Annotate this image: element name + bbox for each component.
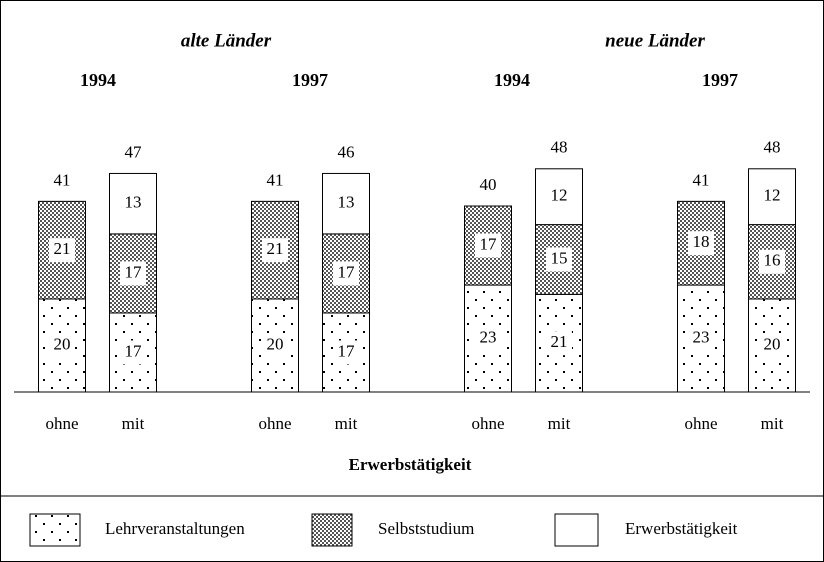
value-label-bg <box>120 191 146 216</box>
value-label: 23 <box>693 327 710 346</box>
value-label-bg <box>262 333 288 358</box>
value-label: 17 <box>338 341 356 360</box>
value-label: 12 <box>551 186 568 205</box>
value-label-bg <box>333 340 359 365</box>
group-title: neue Länder <box>605 30 705 51</box>
value-label: 15 <box>551 248 568 267</box>
value-label: 13 <box>338 193 355 212</box>
total-label: 46 <box>338 142 355 161</box>
total-label: 41 <box>54 170 71 189</box>
value-label: 13 <box>125 193 142 212</box>
total-label: 47 <box>125 142 143 161</box>
value-label: 12 <box>764 186 781 205</box>
value-label: 23 <box>480 327 497 346</box>
year-label: 1994 <box>80 70 116 90</box>
value-label-bg <box>546 331 572 356</box>
x-tick-label: mit <box>335 414 358 433</box>
value-label: 20 <box>764 334 781 353</box>
value-label: 17 <box>125 341 143 360</box>
value-label: 17 <box>338 262 356 281</box>
value-label: 21 <box>551 332 568 351</box>
x-tick-label: ohne <box>471 414 504 433</box>
legend-label: Selbststudium <box>378 519 474 538</box>
x-tick-label: mit <box>761 414 784 433</box>
legend-swatch <box>29 513 81 547</box>
value-label-bg <box>546 184 572 209</box>
value-label: 20 <box>54 334 71 353</box>
legend-label: Erwerbstätigkeit <box>625 519 738 538</box>
value-label: 18 <box>693 232 710 251</box>
total-label: 41 <box>693 170 710 189</box>
year-label: 1997 <box>292 70 328 90</box>
x-tick-label: mit <box>548 414 571 433</box>
legend-label: Lehrveranstaltungen <box>105 519 245 538</box>
x-tick-label: ohne <box>684 414 717 433</box>
value-label-bg <box>688 231 714 256</box>
value-label: 16 <box>764 251 781 270</box>
legend-swatch <box>311 513 353 547</box>
group-title: alte Länder <box>181 30 272 51</box>
value-label-bg <box>759 333 785 358</box>
x-tick-label: mit <box>122 414 145 433</box>
value-label-bg <box>759 249 785 274</box>
value-label-bg <box>475 233 501 258</box>
total-label: 40 <box>480 175 497 194</box>
value-label: 17 <box>480 234 498 253</box>
value-label-bg <box>333 261 359 286</box>
x-axis-label: Erwerbstätigkeit <box>349 455 472 474</box>
value-label: 21 <box>54 239 71 258</box>
total-label: 48 <box>551 138 568 157</box>
legend-swatch <box>554 513 599 547</box>
value-label-bg <box>49 238 75 263</box>
value-label: 17 <box>125 262 143 281</box>
value-label-bg <box>120 261 146 286</box>
total-label: 41 <box>267 170 284 189</box>
value-label: 21 <box>267 239 284 258</box>
total-label: 48 <box>764 138 781 157</box>
value-label-bg <box>546 247 572 272</box>
x-tick-label: ohne <box>45 414 78 433</box>
x-tick-label: ohne <box>258 414 291 433</box>
value-label-bg <box>688 326 714 351</box>
value-label-bg <box>49 333 75 358</box>
value-label-bg <box>262 238 288 263</box>
value-label-bg <box>120 340 146 365</box>
value-label-bg <box>759 184 785 209</box>
year-label: 1994 <box>494 70 530 90</box>
year-label: 1997 <box>702 70 738 90</box>
value-label-bg <box>333 191 359 216</box>
value-label: 20 <box>267 334 284 353</box>
value-label-bg <box>475 326 501 351</box>
